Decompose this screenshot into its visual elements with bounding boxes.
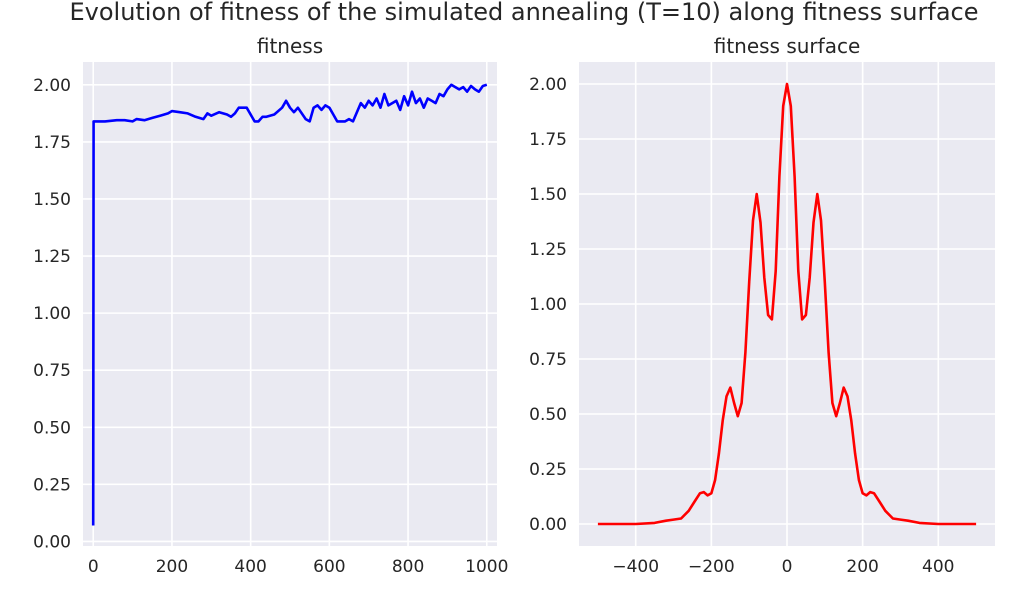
fitness-plot: 0 200 400 600 800 1000 0.00 0.25 0.50 0.75 1.00 1.… [33,34,508,577]
fitness-plot-y-tick-label: 1.25 [33,247,71,267]
fitness-plot-y-tick-label: 1.50 [33,190,71,210]
fitness-surface-plot-y-tick-label: 1.25 [529,240,567,260]
fitness-surface-plot-y-tick-label: 0.50 [529,405,567,425]
fitness-surface-plot-y-ticks: 0.00 0.25 0.50 0.75 1.00 1.25 1.50 1.75 2.00 [529,75,567,535]
fitness-plot-y-ticks: 0.00 0.25 0.50 0.75 1.00 1.25 1.50 1.75 2.00 [33,76,71,553]
fitness-surface-plot-y-tick-label: 2.00 [529,75,567,95]
fitness-plot-x-ticks: 0 200 400 600 800 1000 [88,557,509,577]
fitness-plot-line-layer [91,83,488,526]
fitness-plot-title: fitness [257,34,323,58]
fitness-surface-plot-x-ticks: −400 −200 0 200 400 [612,557,954,577]
fitness-surface-plot-y-tick-label: 1.75 [529,130,567,150]
fitness-surface-plot-x-tick-label: −200 [688,557,735,577]
fitness-plot-y-tick-label: 0.75 [33,361,71,381]
fitness-surface-plot: −400 −200 0 200 400 0.00 0.25 0.50 0.75 1.00 1.25… [529,34,995,577]
fitness-plot-x-tick-label: 600 [313,557,345,577]
fitness-surface-plot-x-tick-label: 200 [846,557,878,577]
fitness-surface-plot-x-tick-label: 400 [922,557,954,577]
fitness-plot-x-tick-label: 800 [392,557,424,577]
fitness-surface-plot-y-tick-label: 0.00 [529,515,567,535]
fitness-plot-y-tick-label: 1.00 [33,304,71,324]
fitness-surface-plot-y-tick-label: 1.50 [529,185,567,205]
fitness-surface-plot-grid [579,62,995,546]
fitness-surface-plot-x-tick-label: −400 [612,557,659,577]
fitness-plot-series-line [91,83,488,526]
fitness-surface-plot-y-tick-label: 1.00 [529,295,567,315]
fitness-plot-x-tick-label: 0 [88,557,99,577]
figure-title: Evolution of fitness of the simulated an… [69,0,978,26]
fitness-plot-grid [83,62,497,546]
fitness-surface-plot-title: fitness surface [714,34,861,58]
fitness-surface-plot-series-line [597,82,977,526]
fitness-surface-plot-x-tick-label: 0 [782,557,793,577]
fitness-plot-y-tick-label: 0.50 [33,418,71,438]
fitness-plot-x-tick-label: 400 [234,557,266,577]
fitness-plot-y-tick-label: 0.00 [33,532,71,552]
fitness-plot-background [83,62,497,546]
fitness-surface-plot-line-layer [597,82,977,526]
fitness-surface-plot-y-tick-label: 0.25 [529,460,567,480]
fitness-plot-y-tick-label: 2.00 [33,76,71,96]
fitness-plot-y-tick-label: 0.25 [33,475,71,495]
fitness-surface-plot-y-tick-label: 0.75 [529,350,567,370]
fitness-plot-x-tick-label: 200 [156,557,188,577]
fitness-plot-y-tick-label: 1.75 [33,133,71,153]
fitness-plot-x-tick-label: 1000 [465,557,508,577]
